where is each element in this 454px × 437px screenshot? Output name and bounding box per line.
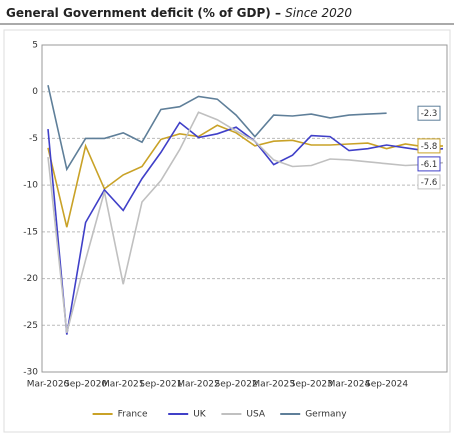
- x-tick-label: Mar-2023: [252, 380, 295, 390]
- y-tick-label: -25: [23, 321, 38, 331]
- subtitle: Since 2020: [285, 6, 352, 20]
- legend-label: USA: [246, 410, 265, 420]
- x-tick-label: Sep-2020: [64, 380, 107, 390]
- legend-label: France: [118, 410, 148, 420]
- end-label-box: [417, 174, 441, 190]
- end-label-box: [417, 105, 441, 121]
- x-tick-label: Mar-2020: [27, 380, 70, 390]
- end-label-box: [417, 156, 441, 172]
- chart-frame: [3, 29, 451, 433]
- series-line: [47, 111, 444, 333]
- x-tick-label: Mar-2024: [328, 380, 371, 390]
- y-tick-label: -10: [23, 181, 38, 191]
- end-label: -7.6: [421, 178, 438, 188]
- y-tick-label: 0: [32, 87, 38, 97]
- legend-label: Germany: [305, 410, 347, 420]
- end-label: -6.1: [421, 160, 438, 170]
- y-tick-label: -30: [23, 368, 38, 378]
- end-label: -2.3: [421, 109, 438, 119]
- series-line: [47, 121, 444, 335]
- x-tick-label: Sep-2024: [365, 380, 408, 390]
- y-tick-label: -15: [23, 227, 38, 237]
- end-label: -5.8: [421, 142, 438, 152]
- legend-label: UK: [193, 410, 207, 420]
- series-line: [47, 85, 387, 172]
- y-tick-label: 5: [32, 41, 38, 51]
- y-tick-label: -5: [29, 134, 38, 144]
- x-tick-label: Sep-2023: [290, 380, 333, 390]
- end-label-box: [417, 138, 441, 154]
- y-tick-label: -20: [23, 274, 38, 284]
- title: General Government deficit (% of GDP) –: [6, 6, 281, 20]
- plot-border: [41, 44, 448, 373]
- x-tick-label: Sep-2022: [215, 380, 258, 390]
- x-tick-label: Mar-2021: [102, 380, 145, 390]
- x-tick-label: Mar-2022: [177, 380, 220, 390]
- series-line: [47, 124, 444, 228]
- chart-title: General Government deficit (% of GDP) – …: [6, 6, 352, 20]
- x-tick-label: Sep-2021: [139, 380, 182, 390]
